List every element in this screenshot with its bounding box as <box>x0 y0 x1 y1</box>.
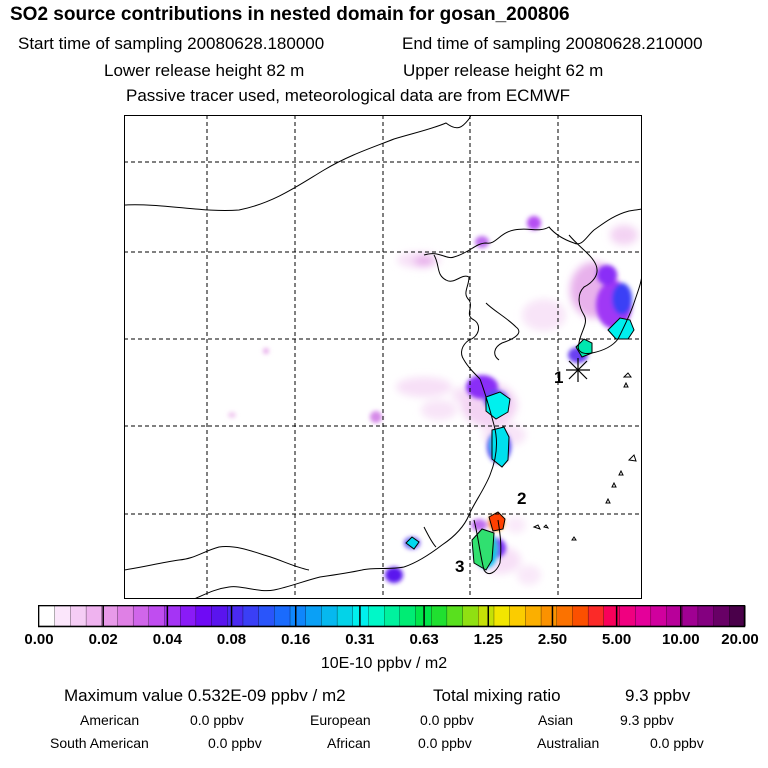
map-panel: 1 2 3 <box>124 115 642 599</box>
colorbar-cell <box>227 605 244 627</box>
coastlines <box>124 115 642 599</box>
colorbar-cell <box>431 605 448 627</box>
plot-title: SO2 source contributions in nested domai… <box>10 4 570 25</box>
colorbar-cell <box>336 605 354 627</box>
colorbar-cell <box>352 605 370 627</box>
colorbar-cell <box>242 605 260 627</box>
colorbar-cell <box>399 605 417 627</box>
colorbar-cell <box>587 605 605 627</box>
marker-label-2: 2 <box>517 489 526 508</box>
end-time: End time of sampling 20080628.210000 <box>402 34 703 53</box>
region-value: 9.3 ppbv <box>620 712 674 728</box>
colorbar-tick-label: 1.25 <box>473 631 503 648</box>
region-value: 0.0 ppbv <box>190 712 244 728</box>
colorbar-tick-label: 10.00 <box>662 631 700 648</box>
marker-label-1: 1 <box>554 368 563 387</box>
region-name: European <box>310 712 371 728</box>
receptor-star-icon <box>566 358 590 382</box>
colorbar-cell <box>180 605 197 627</box>
region-name: Australian <box>537 735 600 751</box>
region-name: Asian <box>538 712 574 728</box>
colorbar-cell <box>274 605 291 627</box>
colorbar-cell <box>258 605 275 627</box>
colorbar-cell <box>525 605 542 627</box>
colorbar-cell <box>211 605 228 627</box>
total-mixing-value: 9.3 ppbv <box>625 686 691 705</box>
colorbar-cell <box>572 605 589 627</box>
colorbar-cell <box>493 605 511 627</box>
region-value: 0.0 ppbv <box>208 735 262 751</box>
region-value: 0.0 ppbv <box>650 735 704 751</box>
colorbar-cell <box>384 605 401 627</box>
colorbar-cell <box>635 605 652 627</box>
concentration-blob <box>575 338 593 358</box>
colorbar-cell <box>132 605 150 627</box>
colorbar-cell <box>321 605 338 627</box>
colorbar-tick-label: 5.00 <box>602 631 632 648</box>
colorbar-cell <box>650 605 668 627</box>
graticule <box>124 115 642 599</box>
colorbar-cell <box>540 605 558 627</box>
colorbar <box>38 605 746 628</box>
map-frame <box>124 115 642 599</box>
colorbar-cell <box>446 605 464 627</box>
colorbar-tick-label: 0.08 <box>216 631 247 648</box>
concentration-blob <box>488 511 506 532</box>
colorbar-cell <box>148 605 166 627</box>
colorbar-cell <box>509 605 526 627</box>
upper-release-height: Upper release height 62 m <box>403 61 604 80</box>
colorbar-tick-label: 0.63 <box>409 631 439 648</box>
region-value: 0.0 ppbv <box>418 735 472 751</box>
colorbar-tick-label: 20.00 <box>721 631 759 648</box>
colorbar-cell <box>38 605 56 627</box>
colorbar-tick-label: 0.16 <box>281 631 311 648</box>
colorbar-tick-label: 0.02 <box>88 631 118 648</box>
colorbar-cell <box>70 605 87 627</box>
marker-label-3: 3 <box>455 557 464 576</box>
concentration-blob <box>405 536 420 550</box>
colorbar-cell <box>729 605 746 627</box>
colorbar-units: 10E-10 ppbv / m2 <box>320 655 448 672</box>
start-time: Start time of sampling 20080628.180000 <box>18 34 325 53</box>
region-value: 0.0 ppbv <box>420 712 474 728</box>
colorbar-tick-label: 0.04 <box>152 631 182 648</box>
region-name: South American <box>50 735 149 751</box>
colorbar-cell <box>305 605 322 627</box>
colorbar-cell <box>368 605 385 627</box>
colorbar-tick-label: 2.50 <box>537 631 568 648</box>
colorbar-cell <box>117 605 134 627</box>
colorbar-cell <box>682 605 699 627</box>
colorbar-cell <box>101 605 118 627</box>
region-name: African <box>327 735 371 751</box>
colorbar-cell <box>697 605 715 627</box>
colorbar-tick-label: 0.31 <box>345 631 375 648</box>
tracer-note: Passive tracer used, meteorological data… <box>126 86 571 105</box>
concentration-blob <box>485 391 511 420</box>
colorbar-cell <box>603 605 621 627</box>
colorbar-cell <box>556 605 573 627</box>
colorbar-cell <box>54 605 71 627</box>
colorbar-cell <box>619 605 636 627</box>
colorbar-cell <box>478 605 495 627</box>
colorbar-cell <box>462 605 479 627</box>
region-name: American <box>80 712 140 728</box>
colorbar-cell <box>85 605 103 627</box>
max-value: Maximum value 0.532E-09 ppbv / m2 <box>64 686 346 705</box>
colorbar-tick-label: 0.00 <box>24 631 54 648</box>
lower-release-height: Lower release height 82 m <box>104 61 305 80</box>
concentration-cores <box>228 216 632 583</box>
colorbar-cell <box>289 605 307 627</box>
colorbar-cell <box>195 605 213 627</box>
total-mixing-label: Total mixing ratio <box>433 686 561 705</box>
colorbar-cell <box>713 605 730 627</box>
